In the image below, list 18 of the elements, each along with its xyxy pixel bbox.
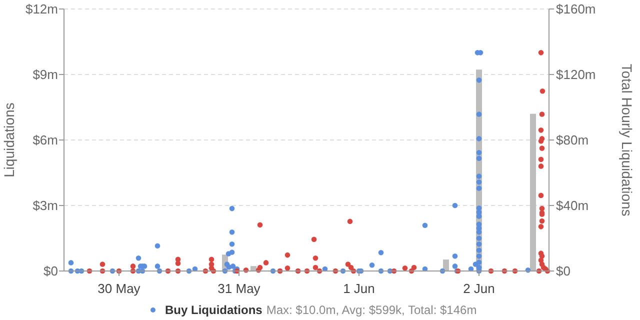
y-tick-label: $3m [32, 198, 58, 214]
x-tick-label: 2 Jun [463, 281, 495, 296]
x-tick-label: 30 May [98, 281, 141, 296]
y2-tick-label: $80m [556, 132, 589, 148]
y2-tick-label: $0 [556, 264, 570, 279]
x-tick-label: 1 Jun [343, 281, 375, 296]
y2-axis-title: Total Hourly Liquidations [619, 64, 635, 216]
x-tick-label: 31 May [218, 281, 261, 296]
y2-tick-label: $120m [556, 67, 596, 82]
y2-tick-label: $160m [556, 2, 596, 17]
y-tick-label: $6m [32, 132, 58, 148]
y-tick-label: $12m [25, 2, 58, 17]
y2-tick-label: $40m [556, 198, 589, 214]
y-axis-title: Liquidations [1, 102, 17, 178]
text: Max: $10.0m, Avg: $599k, Total: $146m [266, 303, 477, 317]
legend-label: Buy Liquidations [165, 303, 262, 317]
y-tick-label: $9m [32, 67, 58, 82]
y-tick-label: $0 [44, 264, 58, 279]
